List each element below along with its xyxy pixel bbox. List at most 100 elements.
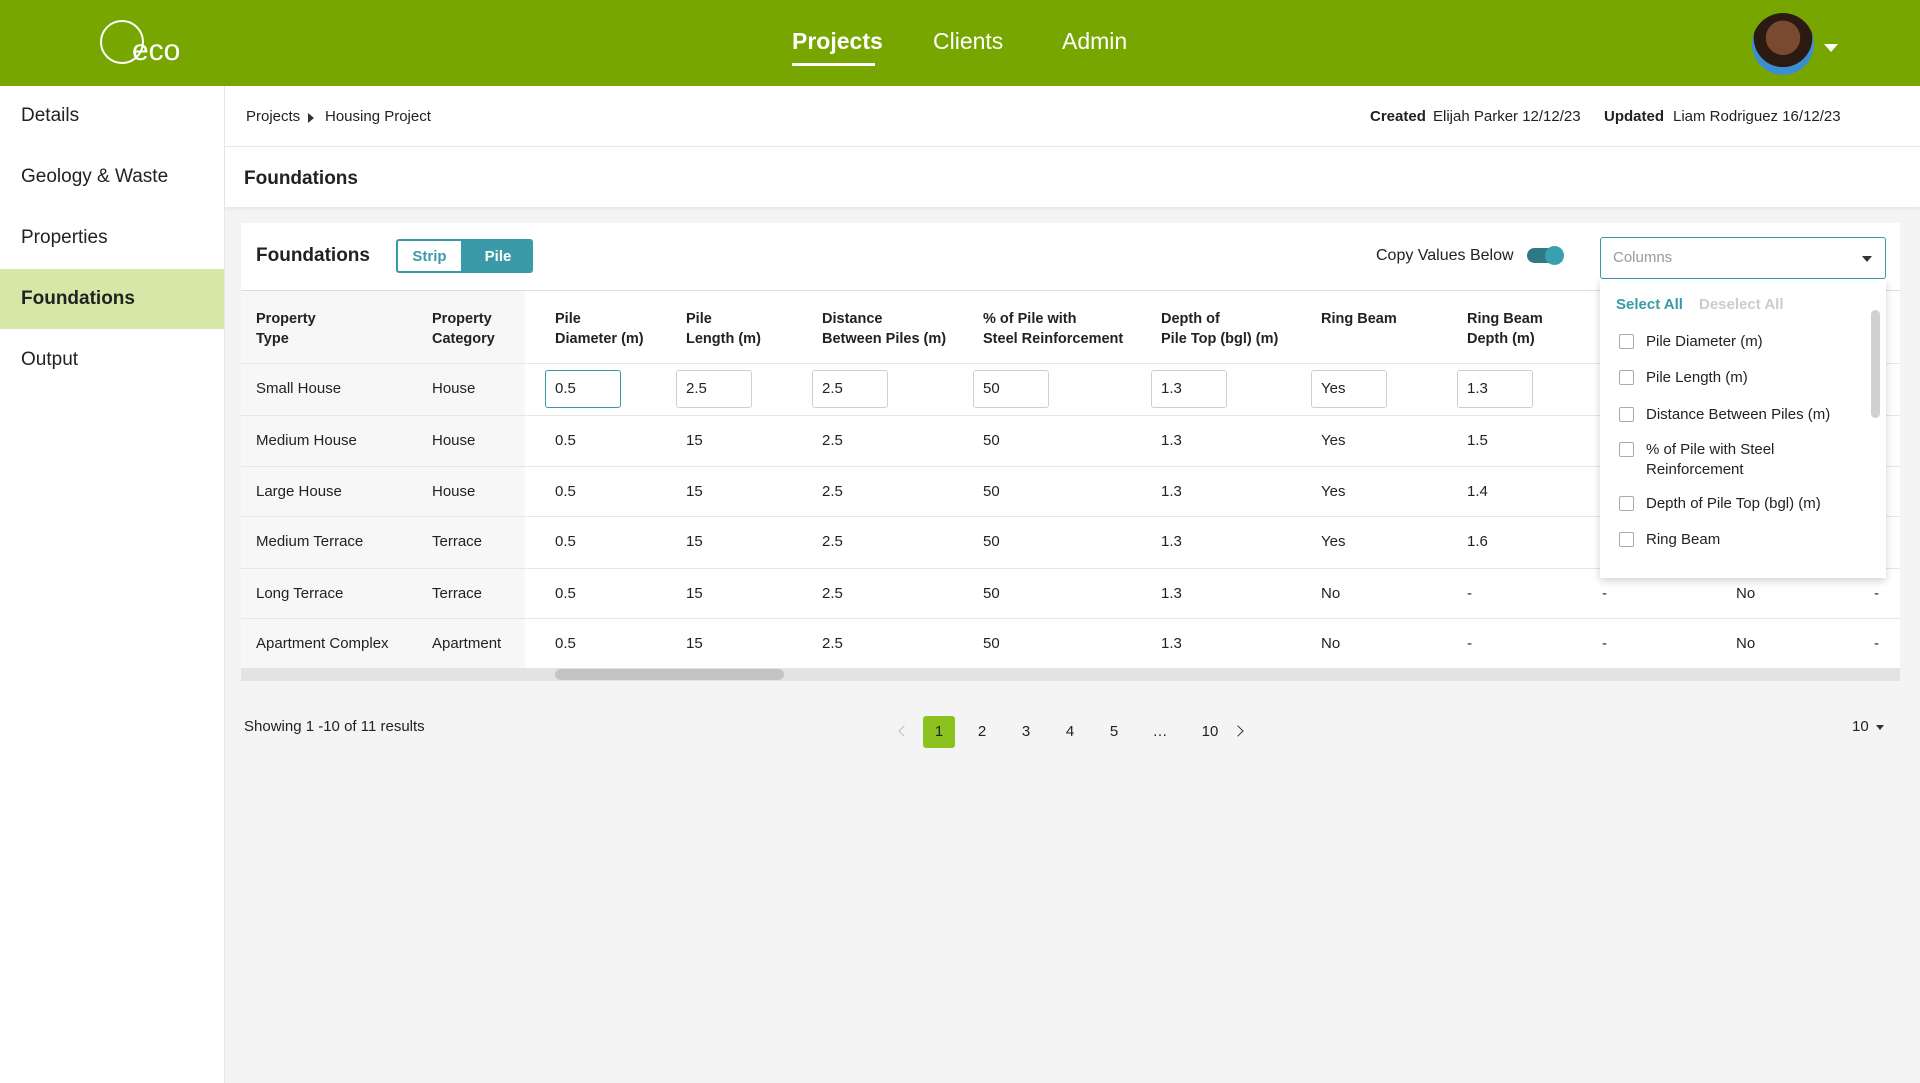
table-cell: Apartment Complex [256,635,389,652]
column-option[interactable]: Pile Diameter (m) [1646,333,1763,350]
breadcrumb-item[interactable]: Projects [246,108,301,125]
meta-value: Elijah Parker 12/12/23 [1433,108,1581,125]
sidebar-item[interactable]: Properties [21,227,108,248]
cell-input[interactable]: 2.5 [676,370,752,408]
column-header: Property Type [256,311,316,347]
checkbox[interactable] [1619,532,1634,547]
row-divider [241,363,1900,364]
page-button[interactable]: 2 [977,723,987,740]
column-option[interactable]: Pile Length (m) [1646,369,1748,386]
row-divider [241,516,1900,517]
sidebar [0,86,225,1083]
table-cell: Terrace [432,533,483,550]
per-page[interactable]: 10 [1852,718,1869,735]
table-cell: No [1321,635,1341,652]
meta-label: Created [1370,108,1426,125]
table-cell: - [1602,585,1607,602]
table-cell: - [1874,635,1879,652]
deselect-all[interactable]: Deselect All [1699,296,1784,313]
column-option[interactable]: Distance Between Piles (m) [1646,406,1831,423]
table-cell: House [432,483,476,500]
h-scroll-thumb[interactable] [555,669,784,680]
page-button[interactable]: 1 [923,716,955,748]
table-cell: No [1736,585,1756,602]
table-cell: 2.5 [822,585,843,602]
page-button[interactable]: 10 [1201,723,1219,740]
cell-input[interactable]: 0.5 [545,370,621,408]
table-cell: 50 [983,635,1000,652]
column-option[interactable]: Depth of Pile Top (bgl) (m) [1646,495,1821,512]
toggle-btn[interactable]: Pile [463,239,533,273]
table-cell: Long Terrace [256,585,344,602]
column-option[interactable]: % of Pile with Steel Reinforcement [1646,441,1775,478]
page-button[interactable]: 3 [1021,723,1031,740]
avatar[interactable] [1752,13,1814,75]
table-cell: Medium Terrace [256,533,364,550]
table-cell: 15 [686,483,703,500]
table-cell: 0.5 [555,483,576,500]
select-caret [1862,256,1872,262]
column-header: Property Category [432,311,495,347]
select-all[interactable]: Select All [1616,296,1683,313]
table-cell: 50 [983,533,1000,550]
checkbox[interactable] [1619,334,1634,349]
table-top-line [241,290,1900,291]
sidebar-item[interactable]: Output [21,349,79,370]
column-option[interactable]: Ring Beam [1646,531,1721,548]
column-header: Ring Beam Depth (m) [1467,311,1543,347]
logo-text: eco [132,34,181,67]
page-title: Foundations [244,168,358,189]
checkbox[interactable] [1619,370,1634,385]
table-cell: Terrace [432,585,483,602]
copy-label: Copy Values Below [1376,247,1514,264]
table-cell: 2.5 [822,533,843,550]
table-cell: Medium House [256,432,357,449]
checkbox[interactable] [1619,496,1634,511]
table-cell: 1.3 [1161,585,1182,602]
title-bar [225,147,1920,207]
breadcrumb-item: Housing Project [325,108,431,125]
page-button[interactable]: 4 [1065,723,1075,740]
cell-input[interactable]: 1.3 [1457,370,1533,408]
cell-input[interactable]: Yes [1311,370,1387,408]
table-cell: No [1321,585,1341,602]
meta-label: Updated [1604,108,1664,125]
table-cell: Yes [1321,483,1346,500]
checkbox[interactable] [1619,442,1634,457]
nav-link[interactable]: Admin [1062,28,1128,54]
sidebar-item[interactable]: Details [21,105,80,126]
sidebar-item[interactable]: Geology & Waste [21,166,169,187]
page-button[interactable]: … [1152,723,1168,740]
page-button[interactable]: 5 [1109,723,1119,740]
table-cell: Small House [256,380,342,397]
row-divider [241,618,1900,619]
nav-link[interactable]: Clients [933,28,1004,54]
page-next[interactable] [1232,725,1244,737]
nav-link[interactable]: Projects [792,28,883,54]
table-cell: 50 [983,432,1000,449]
cell-input[interactable]: 50 [973,370,1049,408]
table-cell: 2.5 [822,432,843,449]
breadcrumb-sep [308,113,314,123]
columns-select[interactable]: Columns [1600,237,1886,279]
table-cell: 1.3 [1161,483,1182,500]
column-header: Depth of Pile Top (bgl) (m) [1161,311,1279,347]
cell-input[interactable]: 2.5 [812,370,888,408]
table-cell: 1.5 [1467,432,1488,449]
table-cell: 1.3 [1161,533,1182,550]
cell-input[interactable]: 1.3 [1151,370,1227,408]
table-cell: 15 [686,432,703,449]
switch-knob[interactable] [1545,246,1564,265]
table-cell: 1.4 [1467,483,1488,500]
dropdown-scroll [1871,310,1880,418]
checkbox[interactable] [1619,407,1634,422]
sidebar-item[interactable]: Foundations [0,269,224,329]
table-cell: 0.5 [555,533,576,550]
row-divider [241,568,1900,569]
row-divider [241,466,1900,467]
toggle-btn[interactable]: Strip [396,239,463,273]
page-prev[interactable] [898,725,910,737]
avatar-caret[interactable] [1824,44,1838,52]
table-cell: 15 [686,635,703,652]
column-header: Distance Between Piles (m) [822,311,947,347]
